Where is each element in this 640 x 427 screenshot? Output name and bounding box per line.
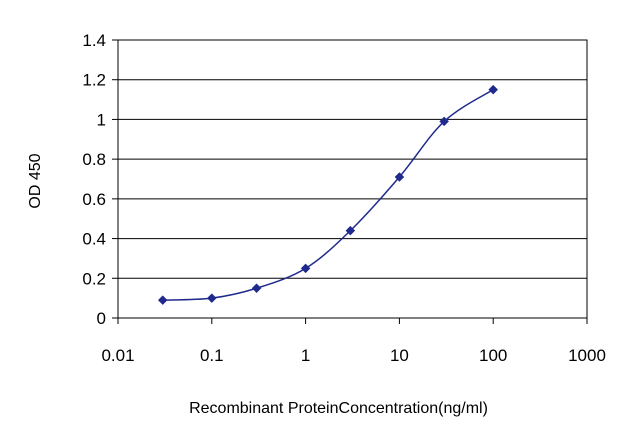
plot-area (117, 39, 588, 319)
y-tick-label: 1.2 (82, 71, 106, 90)
x-tick-label: 100 (479, 346, 507, 365)
data-point (439, 116, 450, 127)
y-tick-label: 1 (97, 110, 106, 129)
x-tick-label: 10 (390, 346, 409, 365)
data-point (206, 293, 217, 303)
data-point (488, 84, 499, 95)
y-tick-label: 0.8 (82, 150, 106, 169)
series-layer (157, 84, 499, 305)
x-axis: 0.01 0.1 1 10 100 1000 (101, 318, 606, 365)
y-tick-label: 0.4 (82, 230, 106, 249)
x-axis-title: Recombinant ProteinConcentration(ng/ml) (189, 400, 488, 417)
data-point (345, 225, 356, 236)
y-axis-title: OD 450 (27, 153, 44, 208)
series-line (162, 89, 494, 301)
y-tick-label: 0 (97, 309, 106, 328)
x-tick-label: 1000 (568, 346, 606, 365)
y-tick-label: 0.2 (82, 269, 106, 288)
y-axis: 0 0.2 0.4 0.6 0.8 1 1.2 1.4 (82, 31, 118, 328)
x-tick-label: 1 (301, 346, 310, 365)
data-point (157, 295, 168, 305)
data-point (394, 172, 405, 182)
y-tick-label: 1.4 (82, 31, 106, 50)
grid-lines (118, 79, 587, 279)
y-tick-label: 0.6 (82, 190, 106, 209)
x-tick-label: 0.01 (101, 346, 134, 365)
x-tick-label: 0.1 (200, 346, 224, 365)
data-point (300, 263, 311, 274)
data-point (251, 283, 262, 294)
